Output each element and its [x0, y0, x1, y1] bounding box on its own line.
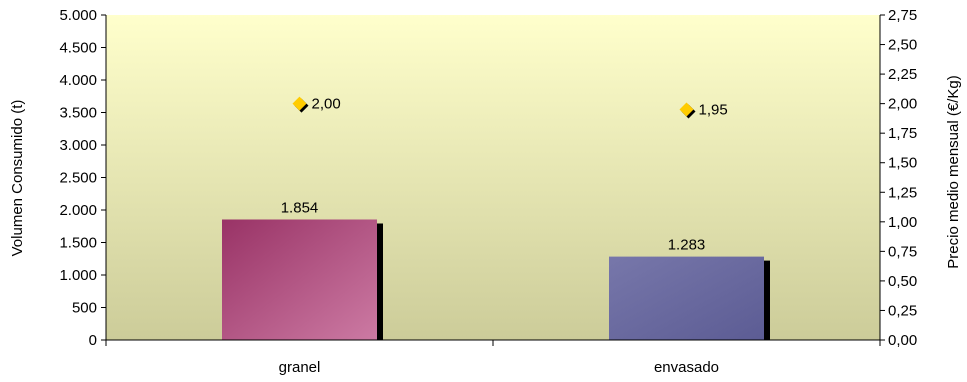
price-value-label: 1,95 — [699, 102, 728, 119]
y2-tick-label: 0,00 — [888, 332, 917, 349]
x-tick-label: envasado — [654, 359, 719, 376]
y-axis-title: Volumen Consumido (t) — [9, 100, 26, 257]
y-tick-label: 3.000 — [59, 137, 97, 154]
right-axis-ticks: 0,00 0,25 0,50 0,75 1,00 1,25 1,50 1,75 2,00 2,25… — [880, 7, 917, 349]
y-tick-label: 4.000 — [59, 72, 97, 89]
y-tick-label: 4.500 — [59, 40, 97, 57]
y-tick-label: 500 — [72, 300, 97, 317]
y2-tick-label: 0,50 — [888, 273, 917, 290]
y-tick-label: 5.000 — [59, 7, 97, 24]
left-axis-ticks: 0 500 1.000 1.500 2.000 2.500 3.000 3.500 4.000 4… — [59, 7, 106, 349]
axes: granel envasado — [105, 15, 881, 376]
y2-tick-label: 0,75 — [888, 243, 917, 260]
y2-tick-label: 1,50 — [888, 155, 917, 172]
x-tick-label: granel — [279, 359, 321, 376]
y2-tick-label: 1,25 — [888, 184, 917, 201]
y-tick-label: 2.500 — [59, 170, 97, 187]
y2-tick-label: 0,25 — [888, 302, 917, 319]
price-value-label: 2,00 — [312, 96, 341, 113]
y-tick-label: 2.000 — [59, 202, 97, 219]
price-marker — [292, 96, 307, 111]
bars: 1.854 1.283 — [222, 199, 770, 340]
y2-axis-title: Precio medio mensual (€/Kg) — [945, 75, 962, 268]
y2-tick-label: 2,50 — [888, 37, 917, 54]
bar — [609, 256, 764, 340]
price-points: 2,00 1,95 — [292, 96, 728, 119]
y-tick-label: 0 — [89, 332, 97, 349]
y2-tick-label: 2,75 — [888, 7, 917, 24]
y-tick-label: 3.500 — [59, 105, 97, 122]
y2-tick-label: 1,75 — [888, 125, 917, 142]
y2-tick-label: 2,25 — [888, 66, 917, 83]
price-marker — [679, 102, 694, 117]
bar-value-label: 1.283 — [668, 237, 706, 254]
bar — [222, 219, 377, 340]
y2-tick-label: 2,00 — [888, 96, 917, 113]
bar-value-label: 1.854 — [281, 199, 319, 216]
y-tick-label: 1.000 — [59, 267, 97, 284]
y2-tick-label: 1,00 — [888, 214, 917, 231]
y-tick-label: 1.500 — [59, 235, 97, 252]
